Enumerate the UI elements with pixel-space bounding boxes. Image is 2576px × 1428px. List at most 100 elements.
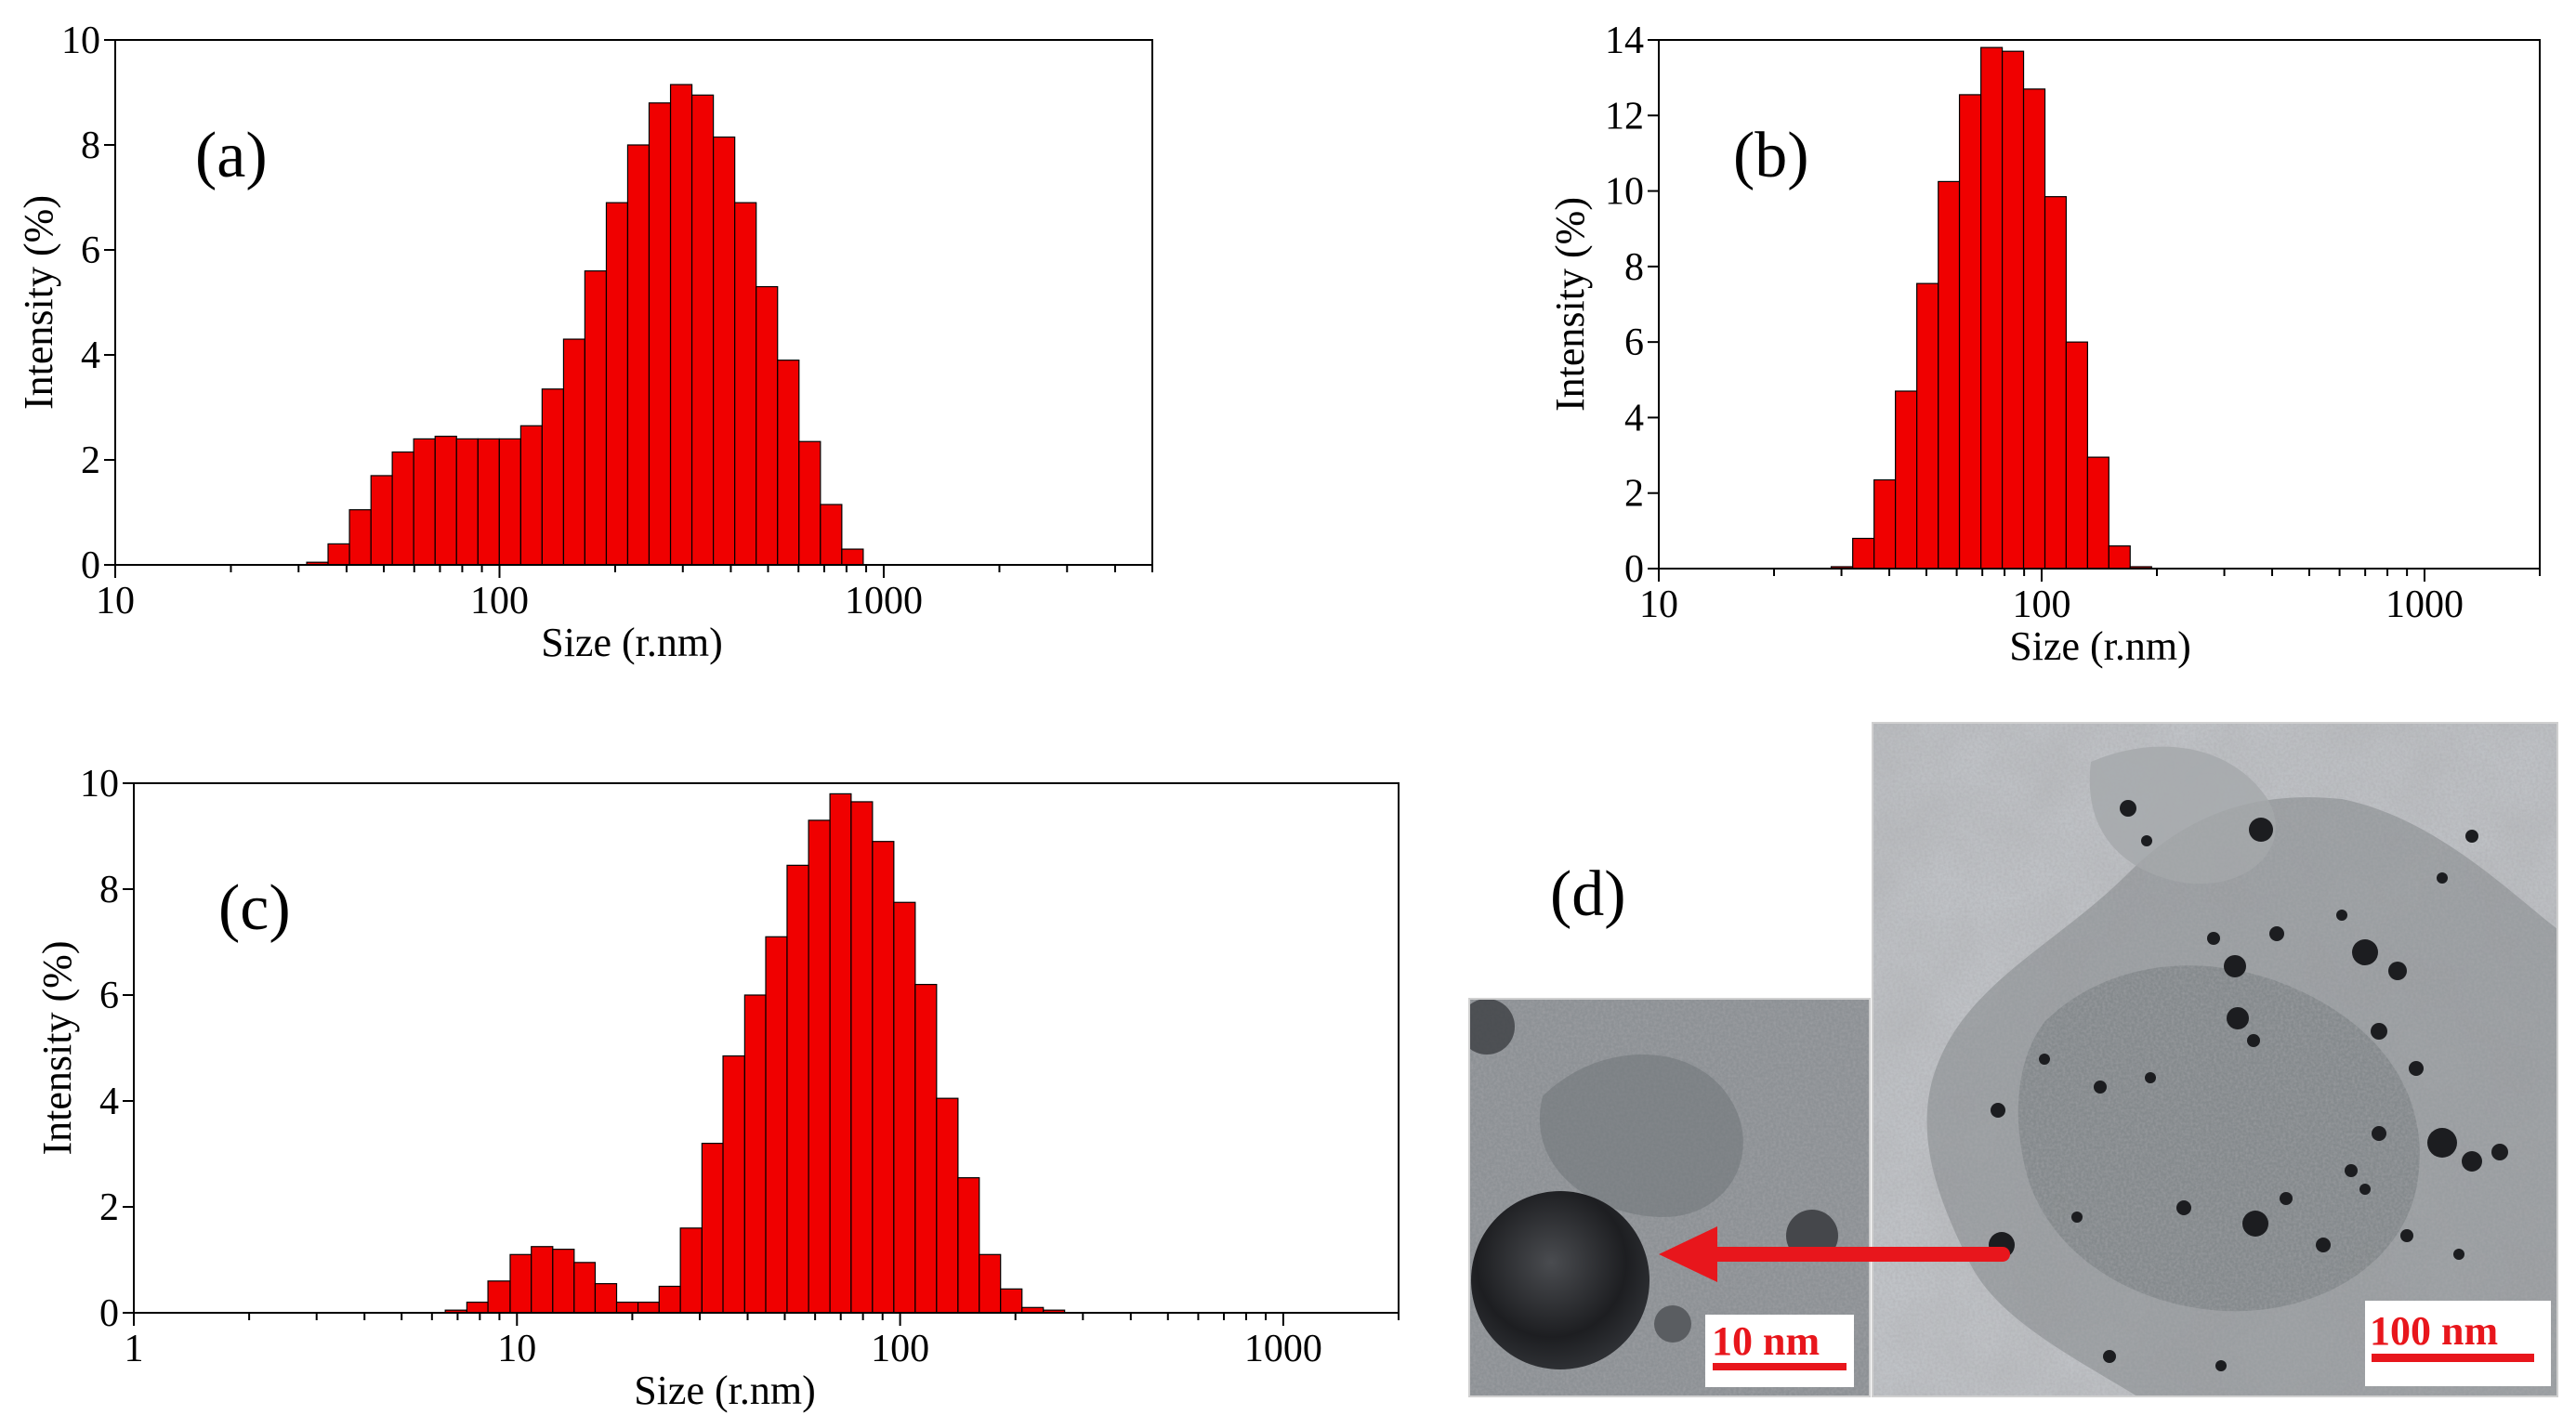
bar-c-5 [552,1248,575,1314]
ytick-label-a-4: 8 [81,124,100,167]
ytick-label-c-1: 2 [99,1186,119,1229]
bar-c-18 [829,793,852,1314]
bar-a-18 [690,94,715,566]
bar-c-4 [531,1246,554,1314]
ytick-label-b-0: 0 [1624,548,1644,591]
bar-a-12 [562,338,585,566]
bar-c-9 [637,1301,660,1314]
tem-panel-d: (d) [1468,722,2558,1397]
ytick-label-b-3: 6 [1624,321,1644,364]
scale-bar-10nm [1713,1363,1847,1370]
bar-a-2 [348,509,372,566]
bar-b-10 [2044,196,2067,570]
bar-a-9 [498,438,521,566]
bar-c-6 [573,1262,597,1314]
scale-label-100nm: 100 nm [2370,1308,2498,1354]
xtick-label-c-2: 100 [871,1328,929,1370]
xtick-label-c-1: 10 [497,1328,536,1370]
bar-c-7 [594,1283,618,1314]
chart-panel-a: 0 2 4 6 8 10 10 100 1000 Size (r.nm) Intensity (%)… [16,20,1153,665]
zoom-arrow [1659,1226,2010,1282]
bar-b-6 [1958,94,1982,570]
bar-a-19 [713,136,736,566]
bar-a-4 [391,451,414,566]
bar-c-22 [914,983,938,1314]
scale-label-10nm: 10 nm [1712,1318,1820,1364]
plot-frame-c [133,782,1400,1314]
x-axis-title-c: Size (r.nm) [634,1368,816,1413]
ytick-label-c-0: 0 [99,1292,119,1335]
ytick-label-c-4: 8 [99,869,119,911]
ytick-label-a-0: 0 [81,544,100,587]
bar-b-2 [1873,478,1897,570]
ytick-label-a-3: 6 [81,229,100,272]
xtick-label-b-1: 100 [2012,583,2070,626]
bar-c-25 [979,1253,1002,1314]
chart-panel-b: 0 2 4 6 8 10 12 14 10 100 1000 Size (r.nm) Intensity… [1547,20,2541,669]
xtick-label-c-0: 1 [125,1328,144,1370]
bar-c-3 [509,1253,532,1314]
bar-c-20 [872,841,895,1314]
bar-a-5 [413,438,436,566]
bar-a-24 [820,504,843,566]
bar-c-15 [765,936,788,1314]
panel-label-a: (a) [195,120,268,191]
bar-a-1 [327,543,350,566]
bar-a-22 [777,360,800,566]
bar-c-24 [957,1177,980,1314]
xtick-label-a-0: 10 [96,580,135,622]
bar-a-17 [669,84,693,566]
bar-b-11 [2065,341,2088,570]
bar-a-3 [370,475,393,566]
x-axis-title-a: Size (r.nm) [541,620,723,665]
bar-b-7 [1980,46,2004,570]
bar-c-19 [850,801,874,1314]
bar-b-13 [2108,545,2131,570]
bar-a-20 [734,202,757,566]
bar-a-11 [541,388,565,566]
bar-c-21 [893,901,916,1314]
y-axis-title-b: Intensity (%) [1547,197,1593,412]
ytick-label-c-2: 4 [99,1081,119,1123]
bar-b-3 [1895,390,1918,570]
nanoparticle-zoomed [1471,1191,1649,1369]
y-axis-title-c: Intensity (%) [34,941,80,1156]
xtick-label-c-3: 1000 [1244,1328,1322,1370]
bar-c-11 [679,1227,703,1314]
bar-b-12 [2086,456,2109,570]
bar-c-17 [808,819,831,1314]
plot-frame-a [114,39,1153,566]
bar-a-13 [584,270,608,566]
panel-label-c: (c) [218,872,291,944]
scale-bar-100nm [2372,1354,2534,1362]
ytick-label-a-1: 2 [81,439,100,482]
bar-b-8 [2001,50,2025,570]
bar-a-14 [605,202,629,566]
bar-a-10 [519,425,543,566]
xtick-label-a-2: 1000 [845,580,923,622]
ytick-label-b-2: 4 [1624,397,1644,439]
xtick-label-b-2: 1000 [2385,583,2464,626]
bar-b-4 [1916,282,1939,570]
bar-c-13 [722,1055,745,1314]
tem-image-small: 10 nm [1469,999,1870,1396]
bar-a-25 [841,548,864,566]
ytick-label-b-5: 10 [1605,171,1644,214]
y-axis-title-a: Intensity (%) [16,195,61,410]
bar-c-14 [743,994,767,1314]
bar-b-1 [1852,537,1875,570]
ytick-label-b-7: 14 [1605,20,1644,62]
bar-c-2 [487,1280,511,1314]
ytick-label-c-5: 10 [80,763,119,806]
ytick-label-b-4: 8 [1624,246,1644,289]
xtick-label-b-0: 10 [1639,583,1678,626]
panel-label-d: (d) [1550,858,1626,930]
bar-c-1 [466,1301,489,1314]
bar-c-16 [786,864,809,1314]
ytick-label-a-5: 10 [61,20,100,62]
x-axis-title-b: Size (r.nm) [2009,623,2191,669]
bar-a-16 [648,102,672,566]
bar-a-8 [477,438,500,566]
bar-a-21 [756,285,779,566]
